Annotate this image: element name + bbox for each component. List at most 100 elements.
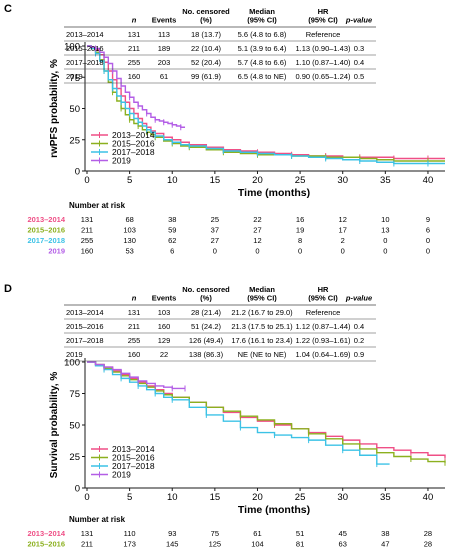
risk-value: 9 (426, 215, 430, 224)
table-cell: 160 (128, 350, 141, 359)
table-cell: 0.3 (354, 44, 364, 53)
risk-table-title: Number at risk (69, 515, 126, 524)
x-tick-label: 20 (252, 492, 263, 503)
risk-value: 38 (168, 215, 176, 224)
risk-row-label: 2013–2014 (27, 215, 65, 224)
x-tick-label: 5 (127, 492, 132, 503)
table-cell: 2015–2016 (66, 44, 104, 53)
x-tick-label: 25 (295, 492, 306, 503)
panel-d: D 0 25 50 75 100 0 5 10 15 20 25 30 35 40 Survival prob… (4, 283, 446, 549)
risk-value: 27 (211, 236, 219, 245)
x-tick-label: 10 (167, 175, 178, 186)
x-tick-label: 30 (337, 175, 348, 186)
table-cell: 160 (128, 72, 141, 81)
table-cell: 5.6 (4.8 to 6.8) (238, 30, 287, 39)
risk-value: 51 (296, 529, 304, 538)
y-tick-label: 100 (64, 358, 80, 369)
risk-value: 93 (168, 529, 176, 538)
risk-value: 0 (383, 247, 387, 256)
x-tick-label: 40 (423, 492, 434, 503)
table-header: Median (95% CI) (247, 285, 277, 303)
legend-entry: 2015–2016 (112, 453, 155, 463)
table-cell: 21.3 (17.5 to 25.1) (231, 322, 293, 331)
legend-entry: 2019 (112, 156, 131, 166)
table-cell: 1.22 (0.93–1.61) (295, 336, 351, 345)
risk-value: 104 (251, 540, 264, 549)
table-cell: 2013–2014 (66, 308, 104, 317)
risk-row-label: 2013–2014 (27, 529, 65, 538)
table-header: n (132, 16, 137, 25)
table-cell: 22 (160, 350, 168, 359)
risk-value: 19 (296, 226, 304, 235)
y-tick-label: 50 (69, 421, 80, 432)
table-cell: 0.2 (354, 336, 364, 345)
risk-value: 27 (253, 226, 261, 235)
table-cell: 99 (61.9) (191, 72, 222, 81)
x-tick-label: 35 (380, 492, 391, 503)
risk-row-label: 2015–2016 (27, 540, 65, 549)
table-cell: 0.9 (354, 350, 364, 359)
risk-value: 0 (426, 236, 430, 245)
table-cell: 203 (158, 58, 171, 67)
table-cell: 5.1 (3.9 to 6.4) (238, 44, 287, 53)
risk-value: 68 (125, 215, 133, 224)
x-axis-label: Time (months) (238, 504, 310, 516)
table-cell: 0.90 (0.65–1.24) (295, 72, 351, 81)
table-header: Events (152, 294, 177, 303)
panel-label: D (4, 283, 12, 295)
risk-value: 16 (296, 215, 304, 224)
table-cell: 1.13 (0.90–1.43) (295, 44, 351, 53)
risk-value: 0 (213, 247, 217, 256)
risk-value: 0 (383, 236, 387, 245)
table-cell: 160 (158, 322, 171, 331)
table-cell: 211 (128, 44, 140, 53)
x-tick-label: 25 (295, 175, 306, 186)
table-cell: 18 (13.7) (191, 30, 222, 39)
x-tick-label: 5 (127, 175, 132, 186)
y-tick-label: 50 (69, 104, 80, 115)
table-header: n (132, 294, 137, 303)
table-cell: 0.5 (354, 72, 364, 81)
x-tick-label: 0 (84, 492, 89, 503)
table-cell: 255 (128, 336, 141, 345)
legend-entry: 2013–2014 (112, 130, 155, 140)
risk-value: 53 (125, 247, 133, 256)
y-tick-label: 25 (69, 135, 80, 146)
risk-value: 160 (81, 247, 94, 256)
table-cell: 52 (20.4) (191, 58, 222, 67)
y-tick-label: 100 (64, 42, 80, 53)
x-tick-label: 30 (337, 492, 348, 503)
table-header: p-value (345, 16, 372, 25)
risk-value: 63 (339, 540, 347, 549)
risk-value: 37 (211, 226, 219, 235)
y-tick-label: 0 (75, 167, 80, 178)
risk-row-label: 2015–2016 (27, 226, 65, 235)
x-tick-label: 10 (167, 492, 178, 503)
table-cell: 189 (158, 44, 171, 53)
risk-value: 211 (81, 540, 93, 549)
risk-value: 110 (124, 529, 136, 538)
risk-value: 103 (123, 226, 136, 235)
table-cell: 5.7 (4.8 to 6.6) (238, 58, 287, 67)
risk-value: 75 (211, 529, 219, 538)
risk-value: 145 (166, 540, 179, 549)
table-cell: 138 (86.3) (189, 350, 224, 359)
risk-value: 131 (81, 215, 94, 224)
risk-value: 47 (381, 540, 389, 549)
table-cell: 131 (128, 30, 141, 39)
risk-value: 211 (81, 226, 93, 235)
y-tick-label: 75 (69, 389, 80, 400)
y-axis-label: rwPFS probability, % (49, 59, 60, 158)
y-tick-label: 75 (69, 73, 80, 84)
table-cell: 1.10 (0.87–1.40) (295, 58, 351, 67)
y-axis-label: Survival probability, % (49, 372, 60, 479)
table-cell: Reference (306, 308, 341, 317)
risk-value: 173 (123, 540, 136, 549)
table-cell: 131 (128, 308, 141, 317)
table-cell: 28 (21.4) (191, 308, 222, 317)
table-cell: 2015–2016 (66, 322, 104, 331)
risk-value: 2 (341, 236, 345, 245)
risk-value: 22 (253, 215, 261, 224)
panel-label: C (4, 3, 12, 15)
